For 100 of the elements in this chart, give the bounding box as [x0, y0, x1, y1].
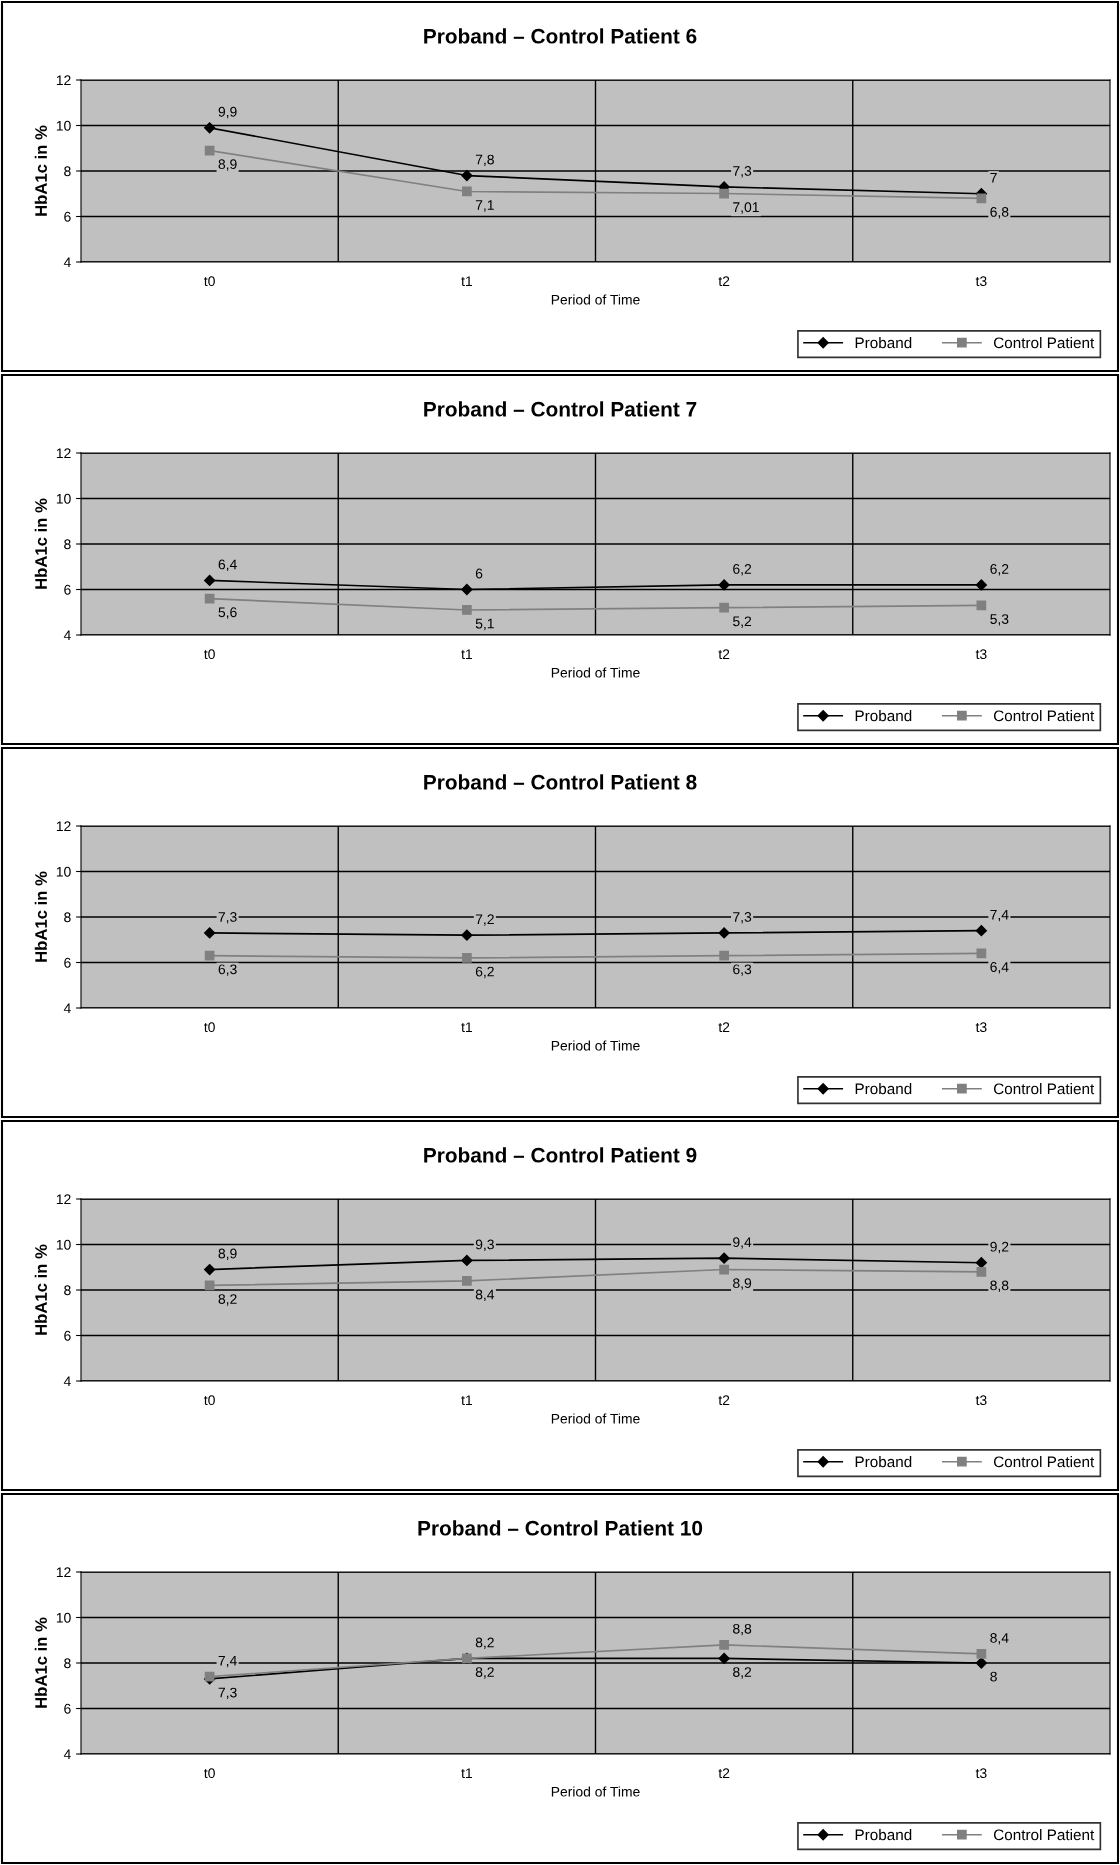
data-label: 6,3	[733, 964, 752, 976]
y-tick-label: 8	[64, 539, 71, 550]
data-label: 7,4	[990, 909, 1009, 922]
legend-label: Control Patient	[993, 337, 1095, 349]
y-tick-label: 12	[56, 821, 71, 832]
chart-title: Proband – Control Patient 9	[424, 1147, 697, 1163]
y-tick-label: 10	[56, 1239, 71, 1250]
data-label: 8,8	[990, 1280, 1009, 1292]
x-axis-title: Period of Time	[551, 667, 640, 678]
data-label: 9,3	[475, 1239, 494, 1251]
data-label: 6,4	[990, 962, 1009, 974]
x-tick-label: t0	[204, 276, 215, 287]
data-label: 8,8	[733, 1623, 752, 1636]
y-tick-label: 12	[56, 1194, 71, 1205]
y-tick-label: 8	[64, 1285, 71, 1296]
y-tick-label: 12	[56, 448, 71, 459]
legend-label: Proband	[855, 1829, 912, 1841]
x-tick-label: t1	[461, 649, 472, 660]
y-tick-label: 6	[64, 1703, 71, 1714]
y-axis-title: HbA1c in %	[34, 871, 47, 962]
x-tick-label: t3	[975, 276, 987, 287]
data-label: 6,3	[218, 964, 237, 976]
legend-label: Proband	[855, 1456, 912, 1468]
y-axis-title: HbA1c in %	[34, 125, 47, 216]
x-axis-title: Period of Time	[551, 294, 640, 305]
x-tick-label: t2	[718, 276, 730, 287]
legend-label: Control Patient	[993, 1456, 1095, 1468]
data-label: 9,9	[218, 106, 237, 119]
data-label: 7,3	[733, 912, 752, 924]
y-tick-label: 10	[56, 120, 71, 131]
data-label: 7,01	[733, 202, 759, 214]
x-tick-label: t1	[461, 1768, 472, 1779]
data-label: 6,2	[475, 966, 494, 979]
y-tick-label: 10	[56, 493, 71, 504]
chart-title: Proband – Control Patient 6	[424, 28, 697, 44]
y-tick-label: 4	[63, 1749, 71, 1760]
data-label: 6,2	[990, 564, 1009, 576]
x-tick-label: t3	[975, 649, 987, 660]
x-tick-label: t0	[204, 1022, 215, 1033]
y-tick-label: 4	[63, 630, 71, 641]
y-tick-label: 8	[64, 912, 71, 923]
x-tick-label: t3	[975, 1022, 987, 1033]
data-label: 6,2	[733, 564, 752, 576]
y-axis-title: HbA1c in %	[34, 1617, 47, 1708]
chart-title: Proband – Control Patient 10	[418, 1520, 703, 1536]
y-tick-label: 4	[63, 257, 71, 268]
data-label: 6	[475, 568, 483, 579]
data-label: 9,2	[990, 1241, 1009, 1254]
data-label: 7,4	[218, 1655, 237, 1668]
legend-label: Control Patient	[993, 710, 1095, 722]
legend-label: Proband	[855, 710, 912, 722]
x-axis-title: Period of Time	[551, 1413, 640, 1424]
data-label: 8,2	[733, 1667, 752, 1679]
x-tick-label: t2	[718, 1022, 730, 1033]
x-tick-label: t1	[461, 1395, 472, 1406]
data-label: 9,4	[733, 1237, 752, 1249]
data-label: 7,1	[475, 200, 494, 212]
data-label: 5,1	[475, 618, 494, 631]
data-label: 8,2	[475, 1637, 494, 1650]
x-tick-label: t3	[975, 1768, 987, 1779]
data-label: 8	[990, 1671, 997, 1682]
data-label: 7	[990, 172, 997, 183]
y-axis-title: HbA1c in %	[34, 1244, 47, 1335]
y-tick-label: 10	[56, 1612, 71, 1623]
x-tick-label: t1	[461, 276, 472, 287]
x-tick-label: t2	[718, 649, 730, 660]
y-axis-title: HbA1c in %	[34, 498, 47, 589]
x-tick-label: t0	[204, 1395, 215, 1406]
data-label: 8,4	[475, 1289, 495, 1302]
x-tick-label: t3	[975, 1395, 987, 1406]
data-label: 5,6	[218, 607, 237, 619]
data-label: 8,9	[733, 1278, 752, 1290]
data-label: 7,3	[218, 912, 237, 924]
chart-title: Proband – Control Patient 7	[424, 401, 697, 417]
y-tick-label: 6	[64, 211, 71, 222]
x-tick-label: t2	[718, 1395, 730, 1406]
y-tick-label: 12	[56, 75, 71, 86]
y-tick-label: 8	[64, 166, 71, 177]
data-label: 8,9	[218, 159, 237, 171]
data-label: 8,4	[990, 1632, 1009, 1645]
data-label: 5,3	[990, 614, 1009, 626]
y-tick-label: 4	[63, 1003, 71, 1014]
x-tick-label: t2	[718, 1768, 730, 1779]
data-label: 5,2	[733, 616, 752, 628]
data-label: 7,8	[475, 154, 494, 167]
y-tick-label: 6	[64, 1330, 71, 1341]
legend-label: Control Patient	[993, 1829, 1095, 1841]
data-label: 6,4	[218, 559, 237, 571]
y-tick-label: 6	[64, 584, 71, 595]
y-tick-label: 12	[56, 1567, 71, 1578]
data-label: 8,2	[475, 1667, 494, 1679]
x-tick-label: t0	[204, 649, 215, 660]
legend-label: Proband	[855, 1083, 912, 1095]
x-axis-title: Period of Time	[551, 1040, 640, 1051]
x-axis-title: Period of Time	[551, 1786, 640, 1797]
y-tick-label: 8	[64, 1658, 71, 1669]
y-tick-label: 4	[63, 1376, 71, 1387]
data-label: 7,3	[733, 166, 752, 178]
legend-label: Proband	[855, 337, 912, 349]
x-tick-label: t1	[461, 1022, 472, 1033]
